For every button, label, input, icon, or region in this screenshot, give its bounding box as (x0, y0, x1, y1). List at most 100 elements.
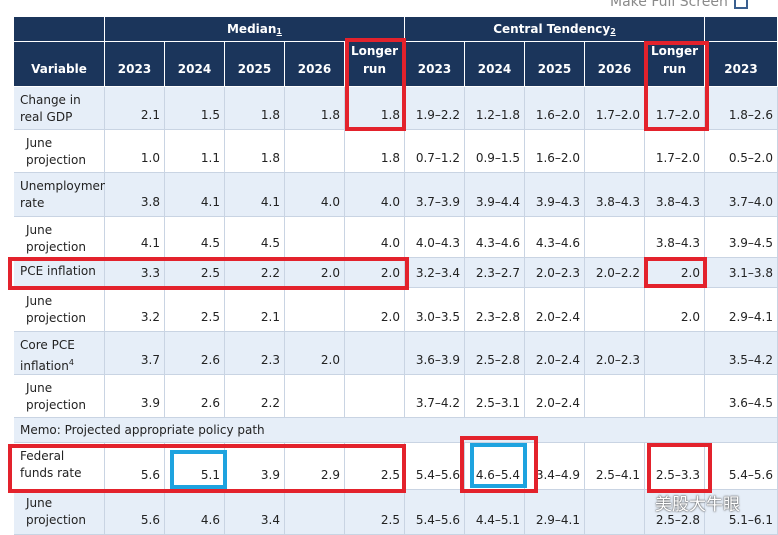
table-cell (285, 217, 345, 258)
table-cell: 2.0–2.3 (525, 258, 585, 288)
row-label: June projection (14, 217, 105, 258)
highlight (8, 444, 406, 493)
row-label-text: June projection (26, 223, 86, 254)
table-cell: 1.9–2.2 (405, 87, 465, 130)
table-cell: 0.7–1.2 (405, 130, 465, 173)
table-cell: 4.3–4.6 (525, 217, 585, 258)
footnote-ref: 1 (276, 27, 282, 36)
table-cell: 2.3 (225, 332, 285, 375)
row-label: June projection (14, 288, 105, 332)
table-cell: 3.9 (225, 443, 285, 490)
column-header: 2025 (525, 42, 585, 87)
table-cell: 1.6–2.0 (525, 87, 585, 130)
table-cell: 3.5–4.2 (705, 332, 778, 375)
table-cell (285, 490, 345, 535)
table-cell: 2.9–4.1 (525, 490, 585, 535)
column-header: 2025 (225, 42, 285, 87)
table-cell: 2.6 (165, 332, 225, 375)
table-cell: 2.5 (345, 490, 405, 535)
column-header: 2023 (105, 42, 165, 87)
row-label: Federal funds rate (14, 443, 105, 490)
column-header: Longer run (345, 42, 405, 87)
row-label-text: June projection (26, 496, 86, 527)
footnote-ref: 4 (68, 358, 74, 367)
table-cell: 3.7–4.0 (705, 173, 778, 217)
row-label-text: June projection (26, 294, 86, 325)
table-cell: 2.5–2.8 (465, 332, 525, 375)
table-cell: 2.0–2.3 (585, 332, 645, 375)
table-cell: 3.2 (105, 288, 165, 332)
table-cell: 2.5–4.1 (585, 443, 645, 490)
table-cell: 3.0–3.5 (405, 288, 465, 332)
table-cell: 1.6–2.0 (525, 130, 585, 173)
table-cell: 3.7–4.2 (405, 375, 465, 418)
row-label: June projection (14, 490, 105, 535)
table-cell: 4.5 (165, 217, 225, 258)
table-cell: 4.0 (345, 173, 405, 217)
table-cell: 2.0–2.2 (585, 258, 645, 288)
table-cell: 2.0 (345, 258, 405, 288)
table-cell (285, 375, 345, 418)
row-label-text: June projection (26, 136, 86, 167)
table-cell: 3.2–3.4 (405, 258, 465, 288)
full-screen-link[interactable]: Make Full Screen (610, 0, 748, 10)
table-cell: 1.7–2.0 (645, 130, 705, 173)
table-cell: 4.0–4.3 (405, 217, 465, 258)
table-cell: 2.5 (345, 443, 405, 490)
highlight (644, 257, 707, 288)
highlight (647, 443, 712, 493)
table-cell: 1.1 (165, 130, 225, 173)
column-header: 2024 (465, 42, 525, 87)
row-label-text: Core PCE inflation (20, 338, 75, 373)
table-cell (285, 288, 345, 332)
table-cell: 1.8–2.6 (705, 87, 778, 130)
table-cell (585, 130, 645, 173)
column-header: 2023 (705, 42, 778, 87)
table-cell: 1.8 (225, 130, 285, 173)
table-cell: 1.8 (345, 130, 405, 173)
footnote-ref: 2 (610, 27, 616, 36)
highlight (8, 257, 409, 290)
table-cell: 3.8–4.3 (645, 217, 705, 258)
link-text[interactable]: Make Full Screen (610, 0, 728, 10)
table-cell: 0.5–2.0 (705, 130, 778, 173)
table-cell: 2.1 (105, 87, 165, 130)
highlight (170, 450, 227, 489)
table-cell: 5.4–5.6 (405, 443, 465, 490)
row-label: June projection (14, 130, 105, 173)
table-cell: 2.2 (225, 375, 285, 418)
table-cell: 1.8 (285, 87, 345, 130)
group-label: Median (226, 22, 277, 36)
memo-row: Memo: Projected appropriate policy path (14, 418, 778, 443)
table-cell: 1.7–2.0 (585, 87, 645, 130)
table-cell: 2.0–2.4 (525, 288, 585, 332)
table-cell: 3.1–3.8 (705, 258, 778, 288)
table-cell: 3.9–4.3 (525, 173, 585, 217)
table-cell: 1.7–2.0 (645, 87, 705, 130)
table-cell: 4.6–5.4 (465, 443, 525, 490)
highlight (644, 41, 709, 131)
column-header: 2026 (285, 42, 345, 87)
table-cell: 3.8 (105, 173, 165, 217)
table-cell: 3.7–3.9 (405, 173, 465, 217)
table-cell: 2.0–2.4 (525, 375, 585, 418)
table-cell: 2.3–2.8 (465, 288, 525, 332)
column-header: Longer run (645, 42, 705, 87)
table-cell: 2.0 (645, 288, 705, 332)
table-cell (585, 375, 645, 418)
row-label: June projection (14, 375, 105, 418)
table-cell: 5.4–5.6 (405, 490, 465, 535)
column-header: 2026 (585, 42, 645, 87)
table-cell: 4.1 (105, 217, 165, 258)
table-cell: 1.8 (345, 87, 405, 130)
table-cell: 4.6 (165, 490, 225, 535)
row-label: Unemployment rate (14, 173, 112, 217)
column-header: 2023 (405, 42, 465, 87)
full-screen-icon[interactable] (733, 0, 748, 9)
header-blank (705, 17, 778, 42)
table-cell: 5.1–6.1 (705, 490, 778, 535)
table-cell: 2.0 (285, 332, 345, 375)
table-cell: 4.0 (345, 217, 405, 258)
table-cell: 4.0 (285, 173, 345, 217)
